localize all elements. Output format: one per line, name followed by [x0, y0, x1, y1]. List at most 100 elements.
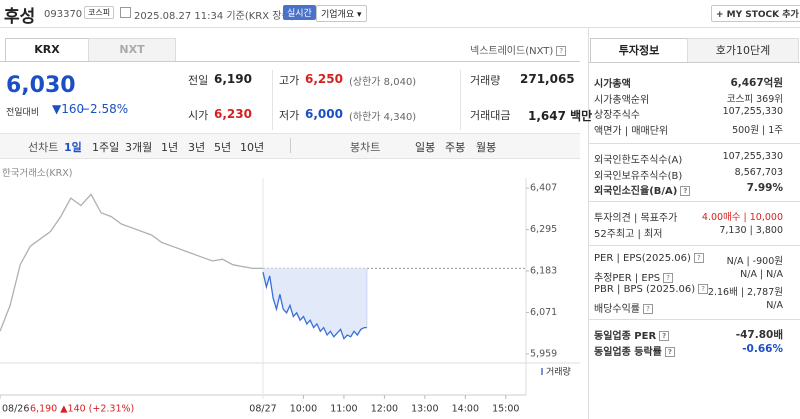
help-icon[interactable]: ? [659, 331, 670, 341]
y-tick-label: 6,183 [530, 266, 557, 277]
panel-divider [588, 28, 589, 419]
info-value: N/A | N/A [740, 268, 783, 280]
stat-value: 6,230 [214, 107, 252, 121]
stat-value: 1,647 백만 [528, 109, 593, 123]
x-tick-label: 11:00 [330, 404, 357, 415]
change-amount: ▼160 [52, 102, 85, 116]
stats-divider [460, 70, 461, 130]
candle-period-option[interactable]: 월봉 [476, 141, 497, 154]
stock-name: 후성 [4, 7, 36, 27]
my-stock-button[interactable]: + MY STOCK 추가 [711, 5, 800, 22]
nxt-tab[interactable]: NXT [88, 38, 176, 62]
info-label: 외국인소진율(B/A)? [594, 182, 691, 197]
info-label: PER | EPS(2025.06)? [594, 253, 704, 264]
stat-label: 저가 [279, 109, 300, 122]
info-value: 500원 | 1주 [732, 124, 783, 136]
info-value: -0.66% [742, 342, 783, 355]
info-value: 7.99% [746, 182, 783, 194]
group-divider [589, 319, 800, 320]
current-price: 6,030 [6, 73, 76, 98]
period-option[interactable]: 10년 [240, 141, 265, 154]
stat-extra: (상한가 8,040) [349, 77, 417, 88]
period-option[interactable]: 3년 [188, 141, 206, 154]
group-divider [589, 245, 800, 246]
y-tick-label: 6,407 [530, 183, 557, 194]
header-divider [0, 27, 800, 28]
candle-period-option[interactable]: 주봉 [445, 141, 466, 154]
x-tick-label: 08/26 [2, 404, 29, 415]
invest-tab[interactable]: 투자정보 [590, 38, 688, 62]
x-tick-label: 08/27 [249, 404, 276, 415]
period-option[interactable]: 5년 [214, 141, 232, 154]
calendar-icon [120, 7, 131, 18]
stock-code: 093370 [44, 9, 83, 20]
period-option[interactable]: 3개월 [125, 141, 153, 154]
help-icon[interactable]: ? [698, 284, 709, 294]
info-label: 액면가 | 매매단위 [594, 125, 669, 137]
info-value: 코스피 369위 [726, 93, 783, 105]
stat-value: 6,250 [305, 72, 343, 86]
change-rate: −2.58% [80, 102, 129, 116]
market-badge: 코스피 [84, 6, 115, 19]
company-overview-button[interactable]: 기업개요 ▾ [316, 5, 367, 22]
period-option[interactable]: 1년 [161, 141, 179, 154]
info-value: 107,255,330 [722, 106, 783, 117]
info-label: 시가총액 [594, 79, 631, 90]
stat-label: 고가 [279, 74, 300, 87]
change-label: 전일대비 [6, 108, 40, 118]
nxt-link[interactable]: 넥스트레이드(NXT)? [470, 42, 567, 57]
info-value: 8,567,703 [734, 166, 783, 178]
period-option[interactable]: 1일 [64, 141, 82, 154]
chart-source: 한국거래소(KRX) [2, 168, 73, 179]
info-value: 7,130 | 3,800 [719, 224, 783, 236]
info-value: 107,255,330 [722, 151, 783, 162]
company-overview-label: 기업개요 [321, 10, 355, 20]
info-value: -47.80배 [735, 329, 783, 341]
help-icon[interactable]: ? [643, 303, 653, 314]
help-icon[interactable]: ? [663, 272, 674, 283]
price-line [262, 271, 367, 340]
timestamp: 2025.08.27 11:34 기준(KRX 장중) [134, 11, 295, 22]
realtime-button[interactable]: 실시간 [283, 5, 316, 20]
info-label: 시가총액순위 [594, 94, 650, 106]
chart: 5,959 6,071 6,183 6,295 6,407 08/26 08/27 10:00… [0, 178, 580, 415]
help-icon[interactable]: ? [693, 253, 704, 263]
nxt-link-text: 넥스트레이드(NXT) [470, 46, 554, 57]
info-label: 외국인보유주식수(B) [594, 170, 683, 182]
info-label: 배당수익률? [594, 300, 653, 315]
x-tick-label: 15:00 [492, 404, 519, 415]
tab-divider [589, 62, 800, 63]
line-chart-label: 선차트 [28, 141, 59, 154]
annotation: 6,190 ▲140 (+2.31%) [30, 404, 134, 415]
stat-label: 시가 [188, 109, 209, 122]
price-area [263, 268, 367, 339]
stats-divider [272, 70, 273, 130]
help-icon[interactable]: ? [664, 346, 675, 357]
period-option[interactable]: 1주일 [92, 141, 120, 154]
period-divider [290, 138, 291, 153]
info-label: 상장주식수 [594, 110, 640, 121]
y-tick-label: 6,071 [530, 307, 557, 318]
tab-divider [0, 61, 580, 62]
info-label: 투자의견 | 목표주가 [594, 213, 678, 224]
x-tick-label: 10:00 [290, 404, 317, 415]
info-label: 동일업종 등락률? [594, 343, 675, 358]
stat-value: 271,065 [520, 72, 575, 86]
volume-legend-icon [541, 368, 543, 375]
info-value: 6,467억원 [730, 77, 783, 89]
krx-tab[interactable]: KRX [5, 38, 89, 61]
stat-label: 전일 [188, 74, 209, 87]
candle-chart-label: 봉차트 [350, 141, 381, 154]
info-label: 외국인한도주식수(A) [594, 155, 683, 166]
group-divider [589, 143, 800, 144]
info-value: N/A [766, 299, 783, 311]
candle-period-option[interactable]: 일봉 [415, 141, 436, 154]
orderbook-tab[interactable]: 호가10단계 [687, 38, 799, 63]
price-line [0, 193, 263, 332]
stat-label: 거래대금 [470, 109, 511, 122]
info-label: 추정PER | EPS? [594, 269, 674, 284]
stat-value: 6,190 [214, 72, 252, 86]
info-label: 동일업종 PER? [594, 327, 670, 342]
help-icon[interactable]: ? [680, 186, 691, 196]
